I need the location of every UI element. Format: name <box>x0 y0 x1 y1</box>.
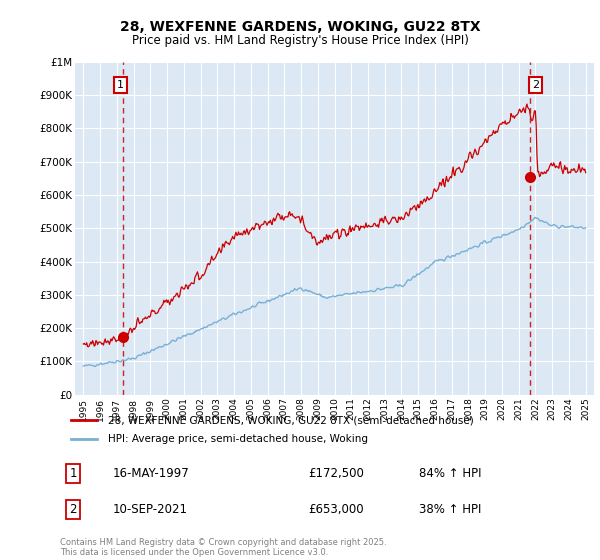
Text: 10-SEP-2021: 10-SEP-2021 <box>113 503 188 516</box>
Text: 2: 2 <box>532 80 539 90</box>
Text: 16-MAY-1997: 16-MAY-1997 <box>113 467 190 480</box>
Text: HPI: Average price, semi-detached house, Woking: HPI: Average price, semi-detached house,… <box>107 435 368 445</box>
Text: 1: 1 <box>117 80 124 90</box>
Text: 28, WEXFENNE GARDENS, WOKING, GU22 8TX: 28, WEXFENNE GARDENS, WOKING, GU22 8TX <box>119 20 481 34</box>
Text: Contains HM Land Registry data © Crown copyright and database right 2025.
This d: Contains HM Land Registry data © Crown c… <box>60 538 386 557</box>
Text: £653,000: £653,000 <box>308 503 364 516</box>
Text: 2: 2 <box>70 503 77 516</box>
Text: 1: 1 <box>70 467 77 480</box>
Text: £172,500: £172,500 <box>308 467 364 480</box>
Text: Price paid vs. HM Land Registry's House Price Index (HPI): Price paid vs. HM Land Registry's House … <box>131 34 469 46</box>
Text: 28, WEXFENNE GARDENS, WOKING, GU22 8TX (semi-detached house): 28, WEXFENNE GARDENS, WOKING, GU22 8TX (… <box>107 415 473 425</box>
Text: 38% ↑ HPI: 38% ↑ HPI <box>419 503 481 516</box>
Text: 84% ↑ HPI: 84% ↑ HPI <box>419 467 482 480</box>
